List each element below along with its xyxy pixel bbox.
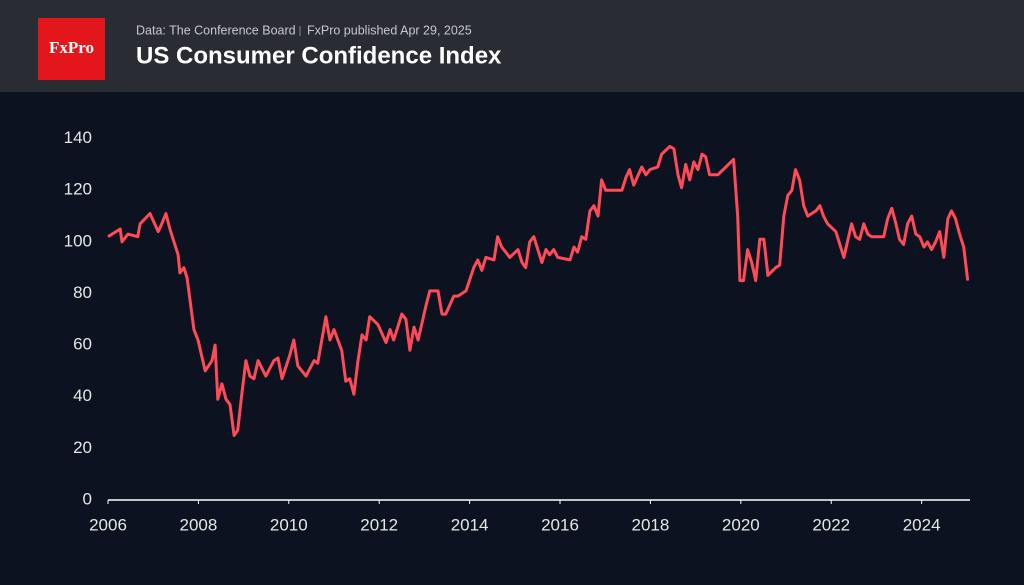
logo-text: FxPro bbox=[49, 38, 94, 57]
plot: 0204060801001201401602006200820102012201… bbox=[64, 76, 970, 534]
x-tick-label: 2022 bbox=[812, 515, 850, 534]
header bbox=[0, 0, 1024, 92]
y-tick-label: 40 bbox=[73, 386, 92, 405]
x-tick-label: 2016 bbox=[541, 515, 579, 534]
y-tick-label: 120 bbox=[64, 180, 92, 199]
y-tick-label: 140 bbox=[64, 128, 92, 147]
y-tick-label: 0 bbox=[83, 489, 92, 508]
data-line bbox=[107, 144, 970, 437]
x-tick-label: 2018 bbox=[632, 515, 670, 534]
source: FxPro published Apr 29, 2025 bbox=[307, 23, 472, 37]
y-tick-label: 60 bbox=[73, 335, 92, 354]
y-tick-label: 20 bbox=[73, 438, 92, 457]
x-tick-label: 2012 bbox=[360, 515, 398, 534]
x-tick-label: 2006 bbox=[89, 515, 127, 534]
chart-title: US Consumer Confidence Index bbox=[136, 42, 502, 69]
x-tick-label: 2024 bbox=[903, 515, 941, 534]
y-tick-label: 80 bbox=[73, 283, 92, 302]
subtitle: Data: The Conference Board bbox=[136, 23, 296, 37]
x-tick-label: 2010 bbox=[270, 515, 308, 534]
logo bbox=[38, 18, 105, 80]
x-tick-label: 2020 bbox=[722, 515, 760, 534]
x-tick-label: 2008 bbox=[179, 515, 217, 534]
x-tick-label: 2014 bbox=[451, 515, 489, 534]
y-tick-label: 100 bbox=[64, 231, 92, 250]
